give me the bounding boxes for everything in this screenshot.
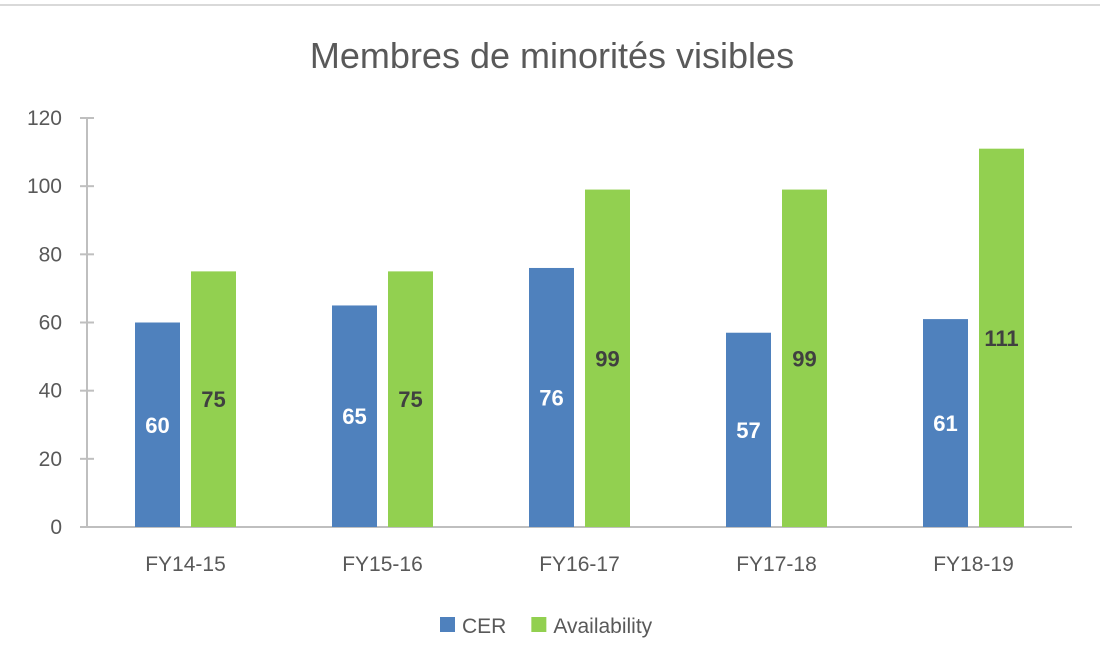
x-tick-label: FY15-16 bbox=[342, 553, 423, 576]
data-label: 65 bbox=[342, 404, 366, 429]
y-tick-label: 0 bbox=[50, 516, 62, 539]
x-tick-label: FY17-18 bbox=[736, 553, 817, 576]
data-label: 99 bbox=[792, 346, 816, 371]
data-label: 60 bbox=[145, 413, 169, 438]
data-label: 76 bbox=[539, 385, 563, 410]
x-tick-label: FY14-15 bbox=[145, 553, 226, 576]
data-label: 111 bbox=[984, 326, 1018, 351]
legend-swatch-availability bbox=[531, 617, 547, 632]
y-tick-label: 120 bbox=[27, 107, 62, 130]
y-tick-label: 20 bbox=[39, 448, 62, 471]
data-label: 57 bbox=[736, 418, 760, 443]
data-label: 75 bbox=[201, 387, 225, 412]
y-tick-label: 40 bbox=[39, 380, 62, 403]
x-tick-label: FY16-17 bbox=[539, 553, 620, 576]
bar-cer bbox=[529, 267, 574, 527]
data-label: 99 bbox=[595, 346, 619, 371]
bar-cer bbox=[923, 319, 968, 527]
chart-title: Membres de minorités visibles bbox=[310, 35, 794, 76]
bar-availability bbox=[585, 189, 630, 527]
y-tick-label: 80 bbox=[39, 243, 62, 266]
legend-swatch-cer bbox=[440, 617, 455, 632]
bar-cer bbox=[135, 322, 180, 527]
legend-label: CER bbox=[462, 615, 506, 638]
y-tick-label: 60 bbox=[39, 312, 62, 335]
data-label: 75 bbox=[398, 387, 422, 412]
bar-availability bbox=[979, 148, 1024, 528]
x-tick-label: FY18-19 bbox=[933, 553, 1014, 576]
legend-label: Availability bbox=[553, 615, 652, 638]
data-label: 61 bbox=[933, 411, 957, 436]
y-tick-label: 100 bbox=[27, 175, 62, 198]
bar-availability bbox=[191, 271, 236, 527]
bar-cer bbox=[726, 332, 771, 527]
bar-availability bbox=[782, 189, 827, 527]
bar-cer bbox=[332, 305, 377, 527]
bar-availability bbox=[388, 271, 433, 527]
